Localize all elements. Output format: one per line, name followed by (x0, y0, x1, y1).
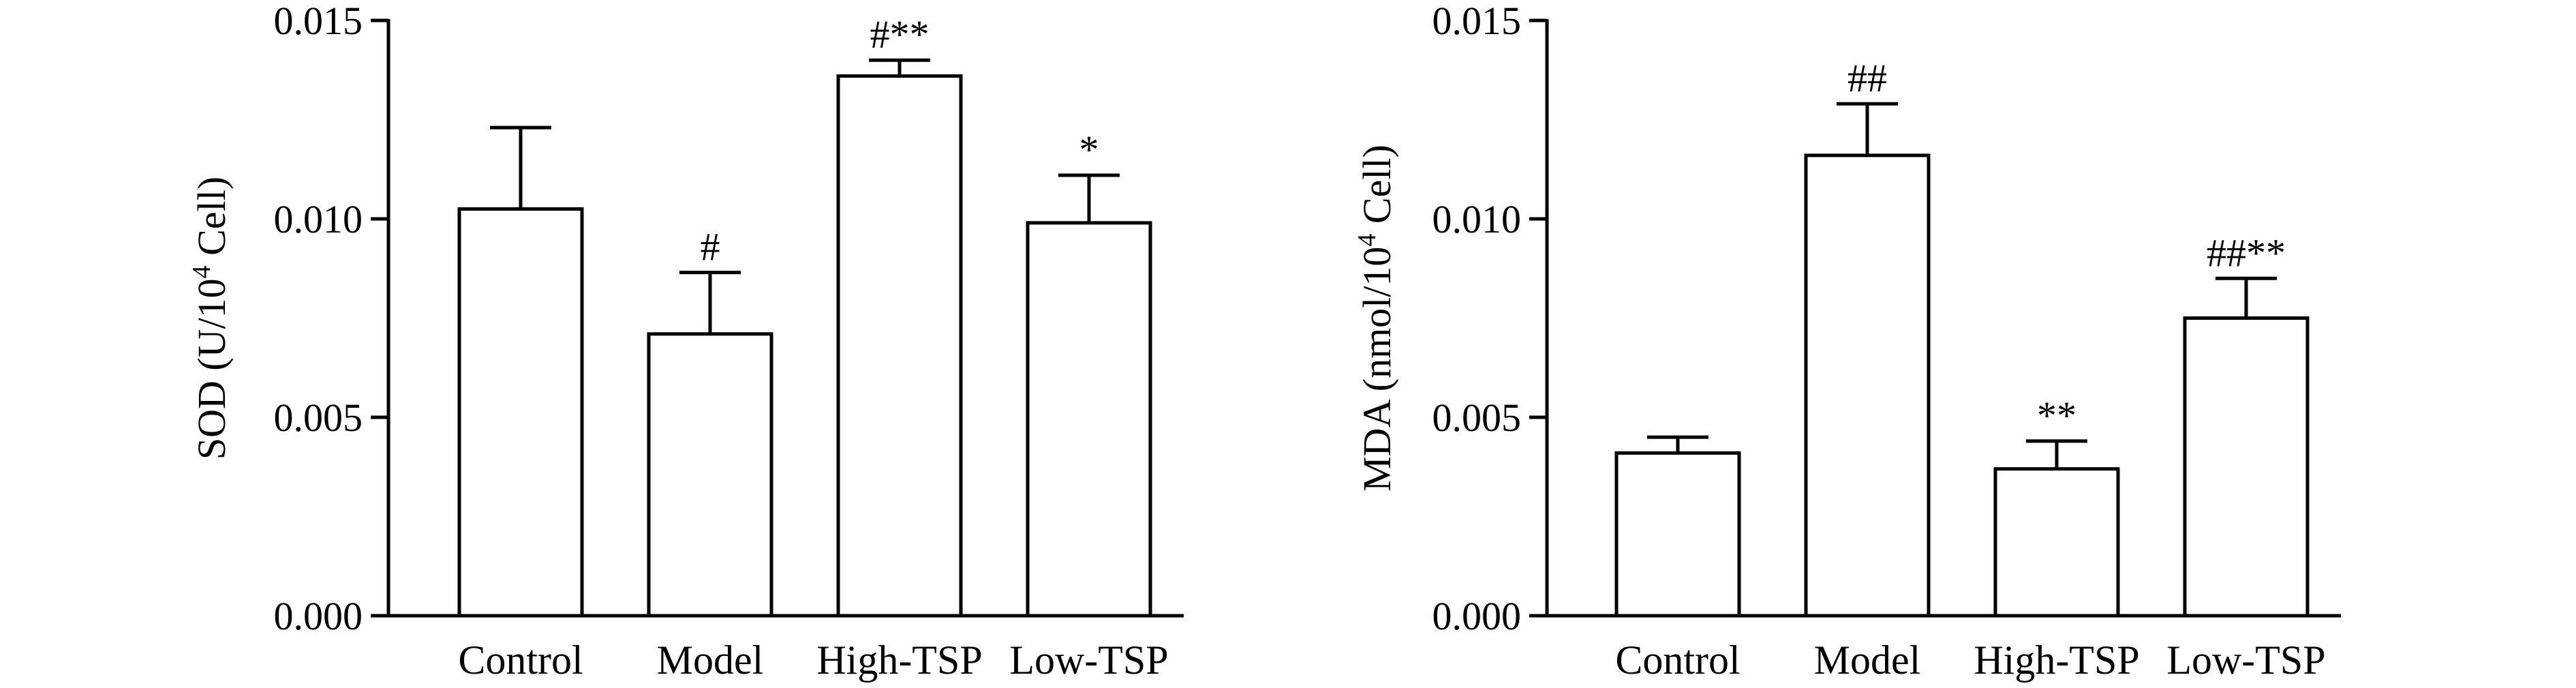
y-tick-label: 0.000 (274, 594, 363, 638)
significance-label: # (701, 225, 720, 269)
significance-label: ** (2037, 393, 2076, 438)
x-tick-label: Low-TSP (2166, 638, 2325, 683)
bar (647, 332, 773, 618)
x-tick-label: Model (657, 638, 764, 683)
significance-label: * (1079, 128, 1099, 172)
y-tick-label: 0.005 (274, 395, 363, 440)
significance-label: ## (1847, 56, 1887, 100)
x-tick-label: High-TSP (1974, 638, 2139, 683)
x-tick-label: Control (458, 638, 583, 683)
x-tick-label: Low-TSP (1009, 638, 1168, 683)
y-axis-title: MDA (nmol/104 Cell) (1353, 145, 1399, 492)
y-tick-label: 0.010 (274, 197, 363, 241)
sod-chart: 0.000 0.005 0.010 0.015 SOD (U/104 Cell) Cont… (187, 0, 1184, 683)
y-tick-label: 0.015 (274, 0, 363, 43)
bar (457, 207, 584, 618)
significance-label: ##** (2207, 230, 2286, 275)
bar (1614, 451, 1741, 618)
y-tick-label: 0.015 (1432, 0, 1522, 43)
y-tick-label: 0.005 (1432, 395, 1522, 440)
x-tick-label: Model (1814, 638, 1921, 683)
y-axis-title: SOD (U/104 Cell) (187, 177, 234, 460)
y-tick-label: 0.000 (1432, 594, 1522, 638)
bar (1993, 467, 2120, 618)
bar (2183, 316, 2310, 618)
significance-label: #** (870, 12, 930, 57)
x-tick-label: High-TSP (816, 638, 982, 683)
x-tick-label: Control (1615, 638, 1740, 683)
bar (1804, 153, 1931, 618)
mda-chart: 0.000 0.005 0.010 0.015 MDA (nmol/104 Cell) C… (1353, 0, 2341, 683)
bar (836, 74, 963, 618)
bar (1026, 221, 1152, 618)
y-tick-label: 0.010 (1432, 197, 1522, 241)
